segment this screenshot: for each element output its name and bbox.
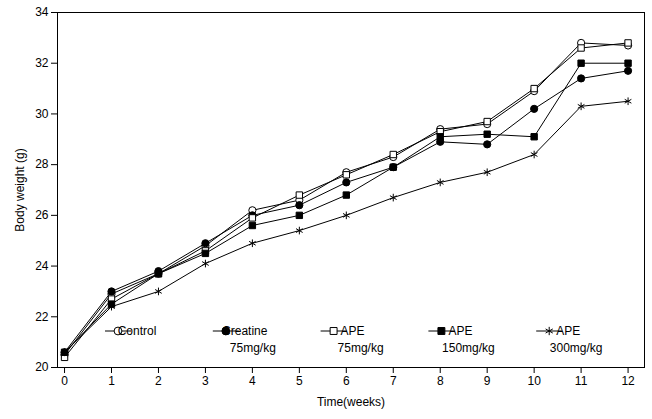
- svg-text:24: 24: [35, 259, 49, 273]
- svg-text:APE75mg/kg: APE75mg/kg: [338, 324, 384, 355]
- svg-text:30: 30: [35, 107, 49, 121]
- svg-text:5: 5: [296, 374, 303, 388]
- svg-text:Creatine75mg/kg: Creatine75mg/kg: [222, 324, 276, 355]
- svg-text:1: 1: [108, 374, 115, 388]
- svg-text:6: 6: [343, 374, 350, 388]
- svg-text:APE300mg/kg: APE300mg/kg: [550, 324, 603, 355]
- svg-text:28: 28: [35, 157, 49, 171]
- svg-text:20: 20: [35, 360, 49, 374]
- svg-text:Control: Control: [118, 324, 157, 338]
- svg-text:34: 34: [35, 5, 49, 19]
- svg-text:Time(weeks): Time(weeks): [317, 395, 385, 409]
- svg-text:32: 32: [35, 56, 49, 70]
- svg-text:10: 10: [527, 374, 541, 388]
- svg-text:APE150mg/kg: APE150mg/kg: [442, 324, 495, 355]
- svg-text:12: 12: [621, 374, 635, 388]
- svg-text:Body weight (g): Body weight (g): [13, 148, 27, 231]
- svg-text:0: 0: [61, 374, 68, 388]
- svg-text:9: 9: [484, 374, 491, 388]
- svg-text:3: 3: [202, 374, 209, 388]
- svg-text:2: 2: [155, 374, 162, 388]
- svg-text:11: 11: [575, 374, 588, 388]
- svg-text:26: 26: [35, 208, 49, 222]
- svg-text:7: 7: [390, 374, 397, 388]
- svg-text:4: 4: [249, 374, 256, 388]
- svg-text:22: 22: [35, 310, 49, 324]
- svg-text:8: 8: [437, 374, 444, 388]
